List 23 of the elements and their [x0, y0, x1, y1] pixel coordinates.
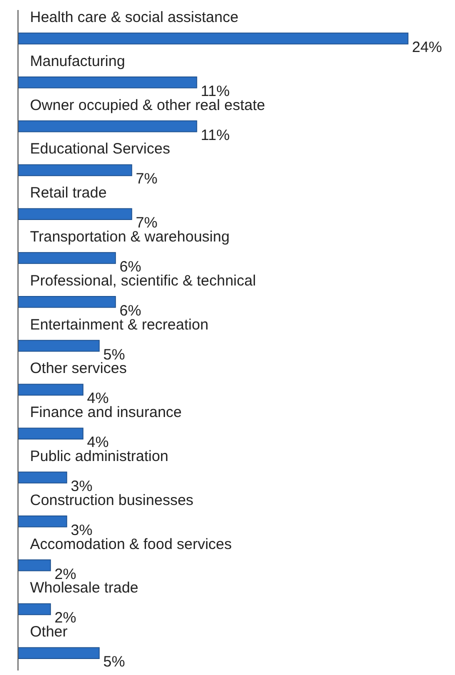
bar	[18, 296, 116, 308]
bar	[18, 384, 84, 396]
y-tick-label: Retail trade	[30, 184, 107, 202]
bar	[18, 603, 51, 616]
bar	[18, 76, 198, 88]
data-label: 11%	[200, 126, 230, 144]
data-label: 24%	[412, 39, 442, 56]
bar	[18, 120, 198, 132]
bar	[18, 32, 408, 44]
bar	[18, 472, 68, 484]
bar	[18, 252, 116, 264]
y-tick-label: Educational Services	[30, 140, 170, 158]
y-tick-label: Health care & social assistance	[30, 9, 238, 26]
bar	[18, 340, 100, 352]
bar	[18, 428, 84, 440]
data-label: 5%	[103, 654, 125, 671]
bar	[18, 559, 51, 572]
bar	[18, 164, 132, 176]
y-tick-label: Manufacturing	[30, 52, 126, 70]
bar	[18, 208, 132, 220]
bar	[18, 647, 100, 659]
data-label: 7%	[136, 170, 158, 188]
bar	[18, 516, 68, 528]
